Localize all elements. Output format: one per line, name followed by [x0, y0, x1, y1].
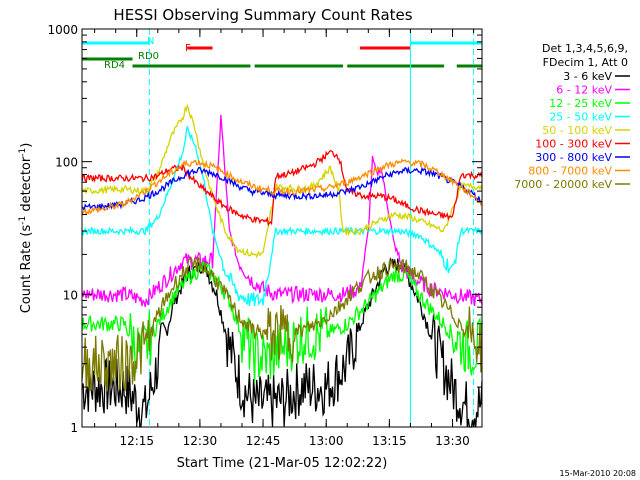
y-axis-label-sup2: -1: [18, 148, 28, 157]
x-tick-label: 12:45: [246, 434, 281, 448]
status-bar-label: RD4: [104, 60, 125, 71]
y-axis-label-part2: detector: [19, 156, 34, 216]
y-axis-label-part1: Count Rate (s: [19, 225, 34, 314]
legend-entry-label: 300 - 800 keV: [535, 151, 612, 164]
x-axis-label: Start Time (21-Mar-05 12:02:22): [177, 456, 388, 471]
x-tick-label: 13:00: [309, 434, 344, 448]
legend-entry-label: 6 - 12 keV: [556, 84, 612, 97]
x-tick-label: 12:15: [119, 434, 154, 448]
y-axis-label: Count Rate (s-1 detector-1): [18, 143, 34, 314]
status-bar-label: N: [147, 36, 154, 47]
legend-entry-label: 25 - 50 keV: [549, 111, 612, 124]
legend-entry-label: 800 - 7000 keV: [528, 165, 612, 178]
series-line: [81, 126, 483, 307]
legend-title-line2: FDecim 1, Att 0: [543, 56, 628, 69]
y-axis-label-part3: ): [19, 143, 34, 148]
x-axis-ticks: 12:15 12:30 12:45 13:00 13:15 13:30: [94, 29, 475, 448]
series-line: [81, 103, 483, 259]
y-tick-label: 1000: [47, 23, 78, 37]
status-bar-label: RD0: [138, 51, 159, 62]
y-tick-label: 100: [55, 156, 78, 170]
attenuator-lines: [148, 29, 475, 427]
legend-title-line1: Det 1,3,4,5,6,9,: [542, 42, 628, 55]
legend-entry-label: 50 - 100 keV: [542, 124, 612, 137]
legend: Det 1,3,4,5,6,9, FDecim 1, Att 0 3 - 6 k…: [514, 42, 630, 191]
x-tick-label: 13:15: [372, 434, 407, 448]
series-line: [81, 165, 483, 213]
x-tick-label: 12:30: [183, 434, 218, 448]
y-axis-label-sup1: -1: [18, 216, 28, 225]
y-axis-ticks: 1 10 100 1000: [47, 23, 482, 435]
series-line: [81, 158, 483, 216]
y-tick-label: 1: [70, 421, 78, 435]
status-bars: N F RD0 RD4: [82, 36, 482, 71]
x-tick-label: 13:30: [435, 434, 470, 448]
legend-entry-label: 7000 - 20000 keV: [514, 178, 612, 191]
series-line: [81, 256, 483, 392]
legend-entry-label: 3 - 6 keV: [563, 70, 612, 83]
plot-frame: [81, 28, 483, 428]
series-lines: [81, 103, 483, 428]
y-tick-label: 10: [63, 288, 78, 302]
legend-entry-label: 100 - 300 keV: [535, 138, 612, 151]
footer-timestamp: 15-Mar-2010 20:08: [560, 469, 637, 478]
status-bar-label: F: [185, 43, 191, 54]
legend-entry-label: 12 - 25 keV: [549, 97, 612, 110]
series-line: [81, 149, 483, 227]
chart-title: HESSI Observing Summary Count Rates: [113, 6, 412, 24]
series-line: [81, 256, 483, 428]
